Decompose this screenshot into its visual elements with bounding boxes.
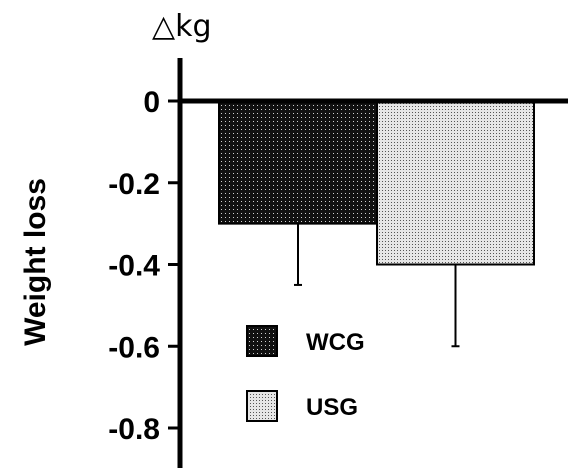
y-tick-label: -0.2 (108, 168, 160, 201)
y-axis-title: Weight loss (19, 178, 52, 346)
y-tick-label: -0.4 (108, 250, 160, 283)
bar-wcg (218, 100, 378, 225)
legend-swatch-wcg (246, 325, 278, 357)
legend-swatch-usg (246, 390, 278, 422)
legend-label-usg: USG (306, 394, 358, 421)
unit-label: △kg (152, 9, 212, 44)
y-tick-label: -0.8 (108, 413, 160, 446)
bar-usg (376, 100, 535, 266)
y-tick-label: 0 (143, 86, 160, 119)
y-tick-label: -0.6 (108, 331, 160, 364)
legend-label-wcg: WCG (306, 329, 365, 356)
